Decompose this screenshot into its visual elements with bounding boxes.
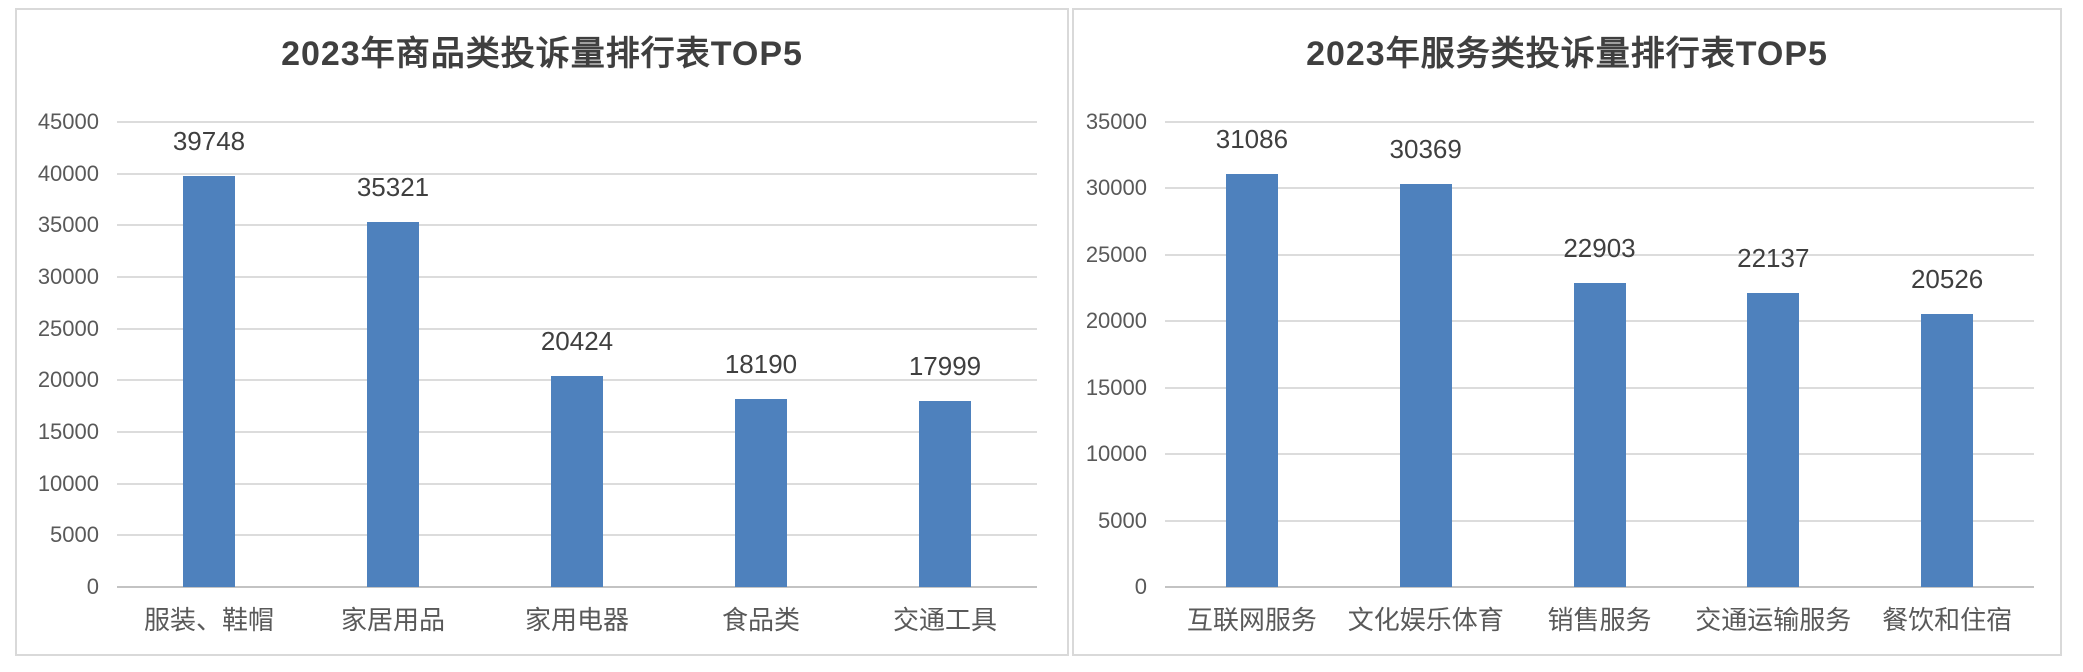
bar-value-label: 20526: [1910, 264, 1984, 295]
x-axis-category-label: 互联网服务: [1186, 605, 1317, 635]
y-axis-tick-label: 25000: [1085, 241, 1147, 267]
x-axis-category-label: 文化娱乐体育: [1347, 605, 1504, 635]
x-axis-category-label: 销售服务: [1547, 605, 1652, 635]
x-axis-category-label: 交通运输服务: [1695, 605, 1852, 635]
chart-title: 2023年服务类投诉量排行表TOP5: [1306, 35, 1828, 73]
x-axis-category-label: 家用电器: [524, 605, 629, 635]
x-axis-category-label: 食品类: [721, 605, 800, 635]
x-axis-category-label: 交通工具: [892, 605, 997, 635]
gridline: [1165, 121, 2034, 123]
bar: [919, 401, 971, 587]
bar: [183, 176, 235, 587]
x-axis-line: [117, 586, 1037, 588]
y-axis-tick-label: 40000: [37, 160, 99, 186]
y-axis-tick-label: 20000: [37, 367, 99, 393]
bar: [735, 399, 787, 587]
bar: [551, 375, 603, 587]
y-axis-tick-label: 30000: [1085, 175, 1147, 201]
y-axis-tick-label: 15000: [37, 419, 99, 444]
service-complaints-chart-panel: 2023年服务类投诉量排行表TOP5 0 5000 10000 15000 20000 2…: [1072, 8, 2062, 656]
plot-area: 0 5000 10000 15000 20000 25000 30000 35000 40000…: [17, 10, 1067, 654]
bar: [1573, 282, 1626, 587]
bar-value-label: 31086: [1215, 124, 1289, 154]
x-axis-line: [1165, 586, 2034, 588]
bar: [367, 222, 419, 587]
bar: [1225, 174, 1278, 587]
y-axis-tick-label: 5000: [50, 522, 99, 548]
y-axis-tick-label: 10000: [37, 470, 99, 496]
x-axis-category-label: 家居用品: [340, 605, 445, 635]
bar-value-label: 22903: [1563, 232, 1636, 263]
bar: [1921, 314, 1974, 587]
y-axis-tick-label: 5000: [1098, 507, 1147, 533]
y-axis-tick-label: 15000: [1085, 374, 1147, 400]
chart-title: 2023年商品类投诉量排行表TOP5: [281, 35, 803, 73]
bar: [1399, 183, 1452, 587]
y-axis-tick-label: 35000: [37, 212, 99, 238]
y-axis-tick-label: 0: [1134, 574, 1147, 599]
y-axis-tick-label: 20000: [1085, 308, 1147, 334]
bar: [1747, 292, 1800, 587]
y-axis-tick-label: 35000: [1085, 109, 1147, 134]
x-axis-category-label: 服装、鞋帽: [143, 605, 274, 635]
gridline: [1165, 187, 2034, 190]
product-complaints-chart-panel: 2023年商品类投诉量排行表TOP5 0 5000 10000 15000 20000 2…: [15, 8, 1069, 656]
gridline: [1165, 253, 2034, 256]
y-axis-tick-label: 0: [86, 574, 99, 599]
plot-area: 0 5000 10000 15000 20000 25000 30000 35000 31086…: [1074, 10, 2060, 654]
bar-value-label: 30369: [1389, 133, 1462, 164]
bar-value-label: 18190: [724, 349, 798, 380]
gridline: [117, 121, 1037, 123]
gridline: [117, 276, 1037, 278]
y-axis-tick-label: 25000: [37, 315, 99, 341]
bar-value-label: 22137: [1737, 242, 1810, 273]
bar-value-label: 20424: [540, 325, 614, 356]
x-axis-category-label: 餐饮和住宿: [1882, 605, 2013, 635]
bar-value-label: 35321: [356, 172, 430, 203]
bar-value-label: 39748: [172, 126, 246, 157]
y-axis-tick-label: 30000: [37, 264, 99, 289]
y-axis-tick-label: 45000: [37, 109, 99, 134]
gridline: [117, 327, 1037, 330]
y-axis-tick-label: 10000: [1085, 441, 1147, 467]
gridline: [117, 172, 1037, 175]
gridline: [117, 224, 1037, 227]
bar-value-label: 17999: [908, 351, 982, 381]
